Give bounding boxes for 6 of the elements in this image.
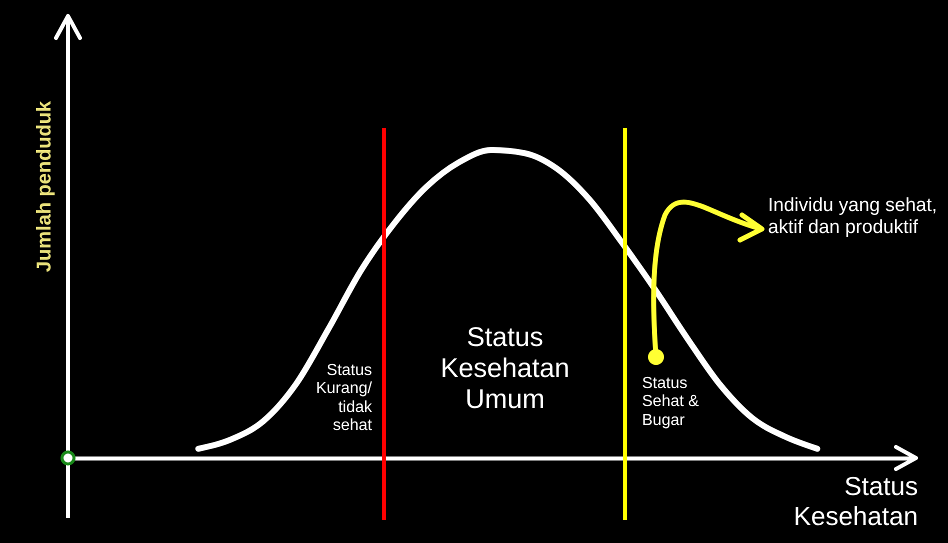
x-axis-title: Status Kesehatan: [792, 471, 918, 532]
annotation: Status Sehat & Bugar: [642, 375, 700, 430]
y-axis-title: Jumlah penduduk: [34, 100, 56, 274]
annotation: Status Kurang/ tidak sehat: [314, 362, 372, 436]
annotation: Status Kesehatan Umum: [439, 322, 571, 416]
annotation: Individu yang sehat, aktif dan produktif: [768, 195, 938, 239]
